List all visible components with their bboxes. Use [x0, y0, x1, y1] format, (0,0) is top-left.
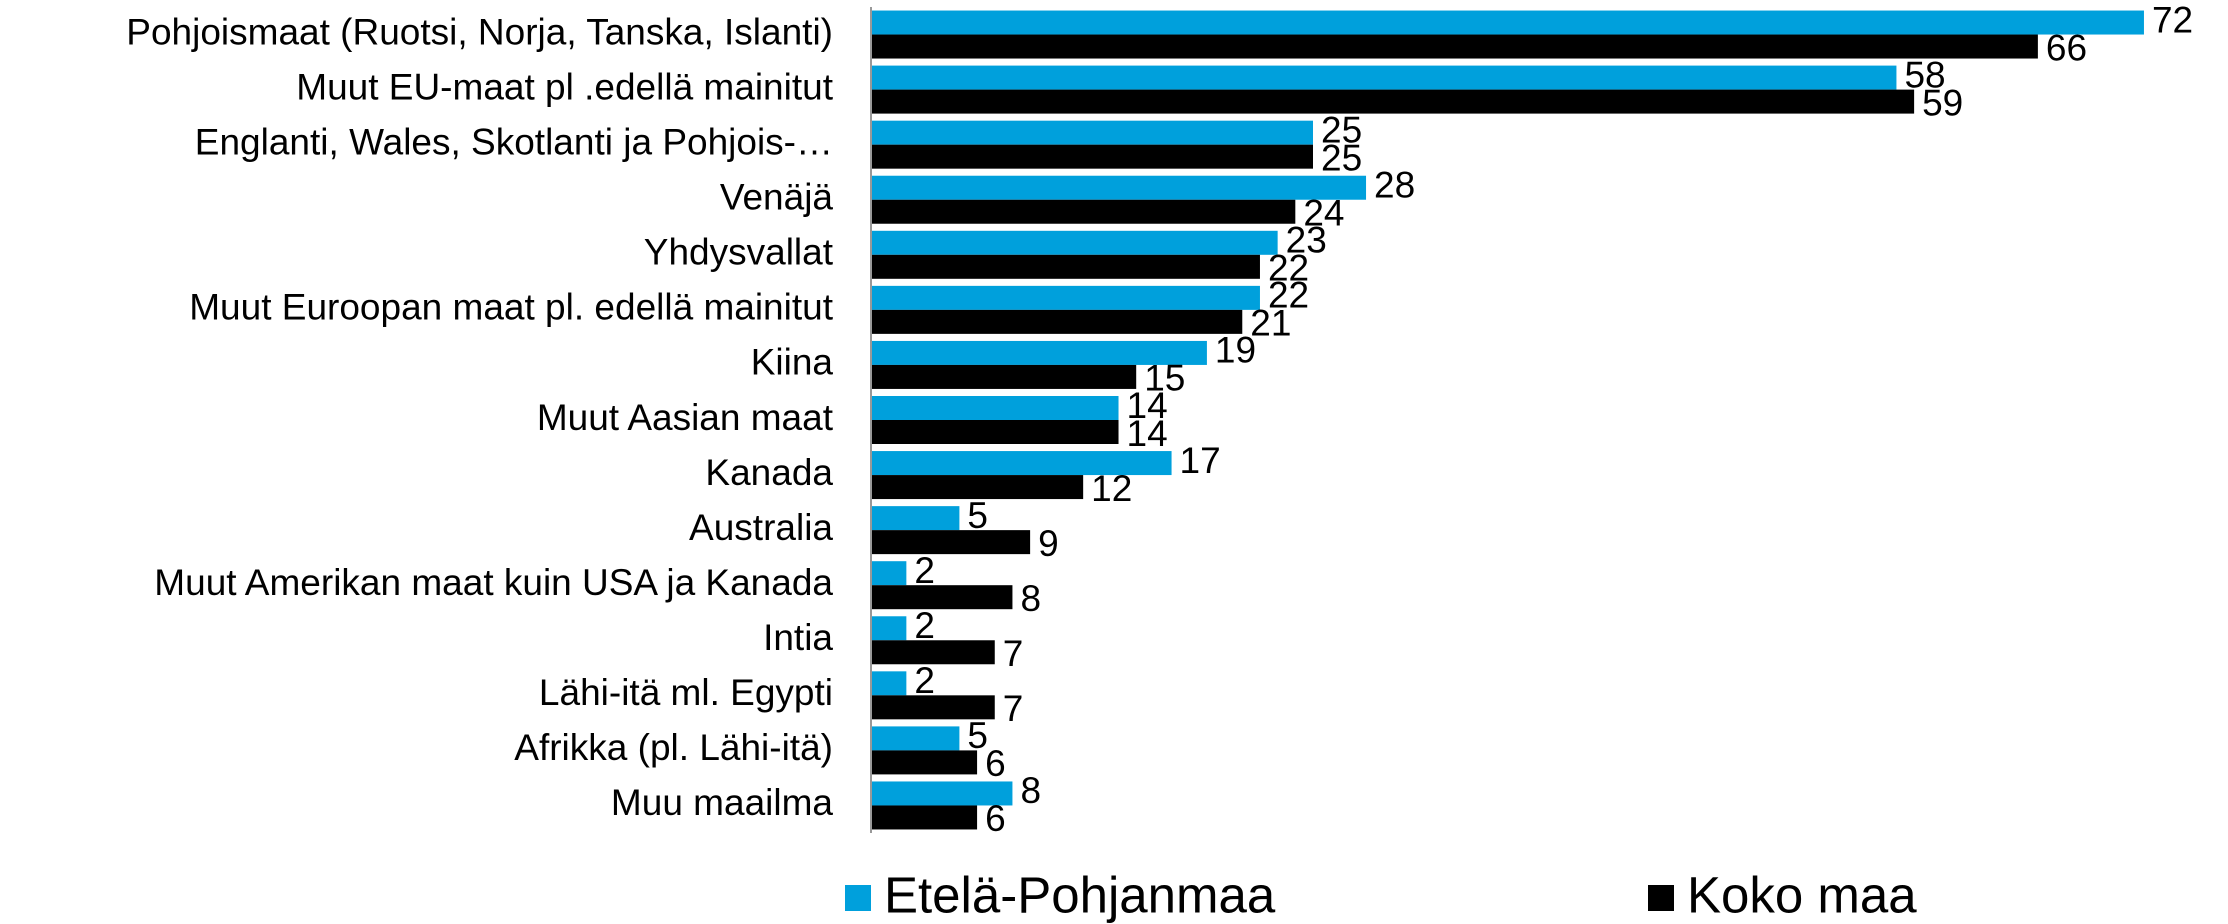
- bar: [871, 750, 978, 775]
- bar: [871, 451, 1172, 476]
- bar: [871, 175, 1367, 200]
- value-label: 6: [985, 743, 1006, 784]
- value-label: 23: [1286, 220, 1327, 261]
- category-label: Muut Aasian maat: [537, 397, 834, 438]
- bar: [871, 230, 1278, 255]
- value-label: 12: [1091, 468, 1132, 509]
- bar: [871, 781, 1013, 806]
- value-label: 21: [1250, 303, 1291, 344]
- value-label: 22: [1268, 248, 1309, 289]
- value-label: 5: [967, 715, 988, 756]
- category-label: Australia: [689, 507, 833, 548]
- bar: [871, 561, 907, 586]
- value-label: 5: [967, 495, 988, 536]
- legend-swatch: [1648, 885, 1674, 911]
- value-label: 8: [1020, 770, 1041, 811]
- value-label: 59: [1922, 82, 1963, 123]
- bar: [871, 695, 995, 720]
- category-label: Kanada: [705, 452, 833, 493]
- value-label: 14: [1127, 413, 1168, 454]
- category-label: Venäjä: [720, 177, 834, 218]
- category-label: Muu maailma: [611, 782, 833, 823]
- value-label: 14: [1127, 385, 1168, 426]
- bar: [871, 396, 1119, 420]
- legend-label: Etelä-Pohjanmaa: [884, 866, 1276, 923]
- legend-label: Koko maa: [1687, 866, 1917, 923]
- value-label: 7: [1003, 688, 1024, 729]
- value-label: 28: [1374, 165, 1415, 206]
- value-label: 25: [1321, 109, 1362, 150]
- bar: [871, 34, 2038, 59]
- bar: [871, 805, 978, 830]
- value-label: 17: [1180, 440, 1221, 481]
- category-label: Lähi-itä ml. Egypti: [539, 672, 833, 713]
- value-label: 19: [1215, 330, 1256, 371]
- bar: [871, 65, 1897, 90]
- value-label: 24: [1303, 193, 1344, 234]
- category-label: Intia: [763, 617, 833, 658]
- bar: [871, 10, 2144, 35]
- category-label: Englanti, Wales, Skotlanti ja Pohjois-…: [195, 121, 833, 162]
- value-label: 6: [985, 798, 1006, 839]
- category-label: Pohjoismaat (Ruotsi, Norja, Tanska, Isla…: [126, 11, 833, 52]
- value-label: 66: [2046, 27, 2087, 68]
- value-label: 15: [1144, 358, 1185, 399]
- bar: [871, 285, 1260, 310]
- bar: [871, 120, 1313, 145]
- category-label: Muut Amerikan maat kuin USA ja Kanada: [154, 562, 833, 603]
- bar: [871, 475, 1084, 500]
- bar: [871, 340, 1207, 365]
- value-label: 8: [1020, 578, 1041, 619]
- bar: [871, 199, 1296, 224]
- bar: [871, 506, 960, 531]
- bar: [871, 309, 1243, 334]
- bar: [871, 144, 1313, 169]
- bar: [871, 671, 907, 696]
- value-label: 2: [914, 660, 935, 701]
- legend-swatch: [845, 885, 871, 911]
- bar: [871, 585, 1013, 610]
- value-label: 9: [1038, 523, 1059, 564]
- category-label: Afrikka (pl. Lähi-itä): [514, 727, 833, 768]
- category-label: Yhdysvallat: [644, 232, 834, 273]
- category-label: Muut EU-maat pl .edellä mainitut: [296, 66, 833, 107]
- value-label: 2: [914, 550, 935, 591]
- category-label: Muut Euroopan maat pl. edellä mainitut: [189, 287, 833, 328]
- value-label: 2: [914, 605, 935, 646]
- bar: [871, 89, 1915, 114]
- bar: [871, 640, 995, 665]
- value-label: 22: [1268, 275, 1309, 316]
- bar: [871, 364, 1137, 389]
- value-label: 7: [1003, 633, 1024, 674]
- bar: [871, 420, 1119, 444]
- value-label: 25: [1321, 137, 1362, 178]
- value-label: 58: [1904, 54, 1945, 95]
- bar: [871, 726, 960, 751]
- category-label: Kiina: [751, 342, 834, 383]
- bar: [871, 254, 1260, 279]
- value-label: 72: [2152, 0, 2193, 40]
- bar: [871, 530, 1031, 555]
- bar: [871, 616, 907, 641]
